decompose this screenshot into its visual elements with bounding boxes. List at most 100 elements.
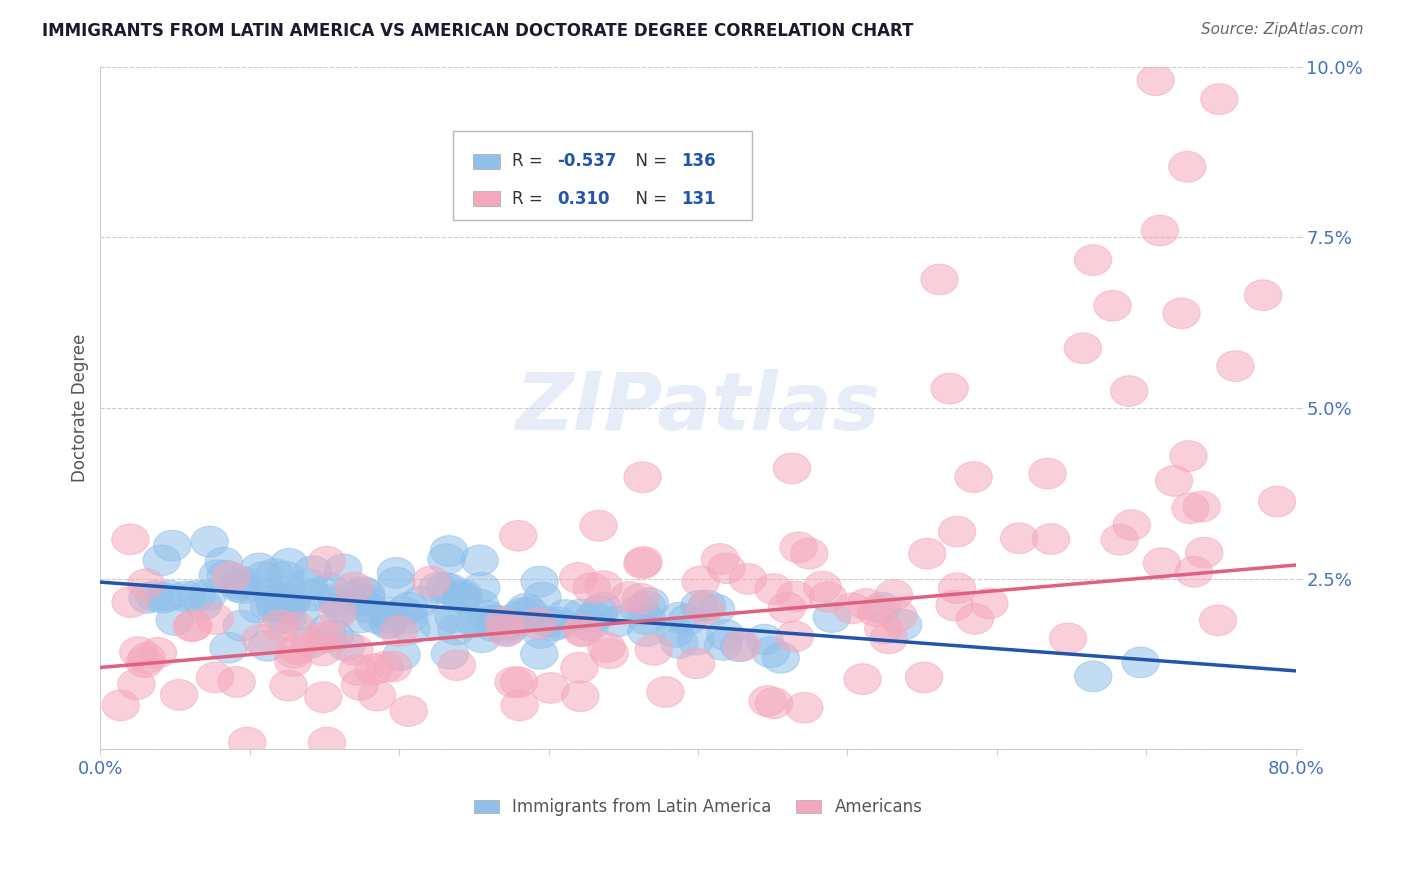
Ellipse shape (531, 673, 569, 703)
FancyBboxPatch shape (474, 153, 499, 169)
Ellipse shape (627, 615, 665, 647)
Ellipse shape (921, 264, 959, 295)
Ellipse shape (314, 584, 350, 615)
Ellipse shape (112, 587, 149, 617)
Ellipse shape (127, 647, 163, 677)
Ellipse shape (339, 581, 375, 611)
Ellipse shape (179, 581, 215, 611)
Ellipse shape (290, 569, 328, 599)
Ellipse shape (468, 600, 506, 631)
Ellipse shape (804, 571, 841, 602)
Ellipse shape (564, 616, 602, 647)
Ellipse shape (1122, 647, 1160, 678)
Ellipse shape (269, 593, 307, 624)
Ellipse shape (1258, 486, 1296, 516)
Ellipse shape (128, 569, 165, 599)
Ellipse shape (385, 597, 423, 627)
Ellipse shape (707, 553, 745, 583)
Ellipse shape (524, 582, 561, 613)
Ellipse shape (495, 667, 533, 698)
Ellipse shape (311, 573, 347, 603)
Ellipse shape (156, 605, 194, 635)
Text: 131: 131 (682, 190, 716, 208)
Ellipse shape (474, 611, 512, 641)
Ellipse shape (631, 588, 668, 618)
Ellipse shape (520, 566, 558, 597)
Ellipse shape (239, 592, 277, 623)
Ellipse shape (560, 563, 598, 593)
Ellipse shape (1094, 291, 1132, 321)
Ellipse shape (1163, 298, 1201, 329)
Ellipse shape (139, 638, 177, 668)
Ellipse shape (111, 524, 149, 555)
Ellipse shape (340, 585, 378, 616)
Ellipse shape (1074, 244, 1112, 276)
Ellipse shape (257, 591, 294, 622)
Ellipse shape (308, 547, 346, 577)
Ellipse shape (167, 581, 205, 612)
Text: 136: 136 (682, 153, 716, 170)
Ellipse shape (844, 664, 882, 695)
Ellipse shape (420, 609, 457, 640)
Ellipse shape (343, 602, 380, 632)
Ellipse shape (1171, 493, 1209, 524)
Ellipse shape (938, 516, 976, 547)
Ellipse shape (610, 582, 648, 613)
Ellipse shape (319, 598, 356, 629)
Ellipse shape (776, 621, 814, 652)
Ellipse shape (389, 696, 427, 726)
Ellipse shape (294, 556, 332, 587)
Ellipse shape (905, 662, 943, 693)
Ellipse shape (1029, 458, 1066, 489)
Ellipse shape (1199, 605, 1237, 636)
Ellipse shape (498, 602, 536, 633)
Ellipse shape (834, 593, 870, 624)
Ellipse shape (250, 591, 288, 621)
Ellipse shape (585, 571, 623, 601)
Ellipse shape (434, 602, 472, 632)
Ellipse shape (561, 652, 598, 683)
FancyBboxPatch shape (474, 191, 499, 206)
Ellipse shape (519, 608, 557, 639)
Ellipse shape (318, 586, 356, 616)
Ellipse shape (120, 637, 157, 667)
Ellipse shape (773, 453, 811, 483)
Ellipse shape (1168, 152, 1206, 182)
Ellipse shape (304, 635, 342, 665)
Ellipse shape (488, 615, 524, 647)
Ellipse shape (657, 616, 693, 648)
Ellipse shape (256, 558, 294, 590)
Ellipse shape (432, 574, 470, 605)
Ellipse shape (446, 580, 482, 610)
Ellipse shape (294, 580, 330, 611)
Ellipse shape (755, 688, 793, 719)
Ellipse shape (153, 530, 191, 561)
Ellipse shape (681, 591, 718, 621)
Ellipse shape (392, 613, 430, 644)
Ellipse shape (591, 638, 628, 669)
Ellipse shape (145, 582, 181, 613)
Ellipse shape (174, 610, 212, 640)
Ellipse shape (128, 643, 166, 673)
Ellipse shape (621, 583, 659, 615)
Ellipse shape (776, 581, 814, 612)
Ellipse shape (212, 562, 250, 592)
Text: N =: N = (626, 190, 672, 208)
Ellipse shape (225, 573, 262, 604)
Ellipse shape (495, 608, 533, 640)
Ellipse shape (1074, 661, 1112, 691)
Ellipse shape (276, 579, 314, 610)
Ellipse shape (813, 602, 851, 632)
Ellipse shape (752, 637, 789, 667)
Ellipse shape (661, 628, 697, 658)
Ellipse shape (624, 548, 661, 579)
Ellipse shape (702, 543, 738, 574)
Text: 0.310: 0.310 (557, 190, 609, 208)
Ellipse shape (195, 604, 233, 634)
Ellipse shape (659, 602, 697, 633)
Ellipse shape (218, 666, 256, 698)
Ellipse shape (876, 580, 912, 610)
Ellipse shape (103, 690, 139, 721)
Ellipse shape (269, 603, 305, 633)
Ellipse shape (380, 615, 418, 647)
